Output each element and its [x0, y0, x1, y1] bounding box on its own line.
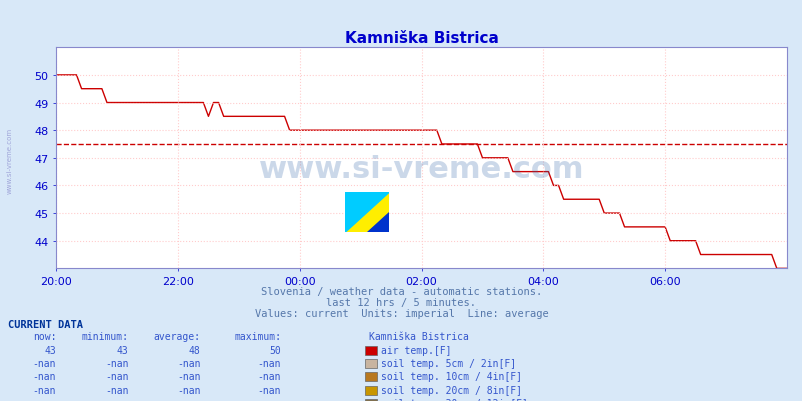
Text: maximum:: maximum:: [233, 331, 281, 341]
Text: -nan: -nan: [257, 371, 281, 381]
Text: -nan: -nan: [177, 398, 200, 401]
Text: www.si-vreme.com: www.si-vreme.com: [6, 128, 13, 193]
Text: -nan: -nan: [33, 358, 56, 368]
Text: minimum:: minimum:: [81, 331, 128, 341]
Text: last 12 hrs / 5 minutes.: last 12 hrs / 5 minutes.: [326, 298, 476, 308]
Polygon shape: [367, 213, 389, 233]
Text: CURRENT DATA: CURRENT DATA: [8, 319, 83, 329]
Text: 43: 43: [116, 345, 128, 355]
Text: -nan: -nan: [177, 371, 200, 381]
Text: -nan: -nan: [105, 371, 128, 381]
Text: -nan: -nan: [105, 358, 128, 368]
Text: -nan: -nan: [105, 385, 128, 395]
Text: 48: 48: [188, 345, 200, 355]
Text: Kamniška Bistrica: Kamniška Bistrica: [369, 331, 468, 341]
Text: Values: current  Units: imperial  Line: average: Values: current Units: imperial Line: av…: [254, 308, 548, 318]
Polygon shape: [345, 192, 389, 233]
Text: -nan: -nan: [33, 371, 56, 381]
Title: Kamniška Bistrica: Kamniška Bistrica: [344, 30, 498, 46]
Text: -nan: -nan: [257, 358, 281, 368]
Text: soil temp. 30cm / 12in[F]: soil temp. 30cm / 12in[F]: [381, 398, 528, 401]
Text: -nan: -nan: [33, 398, 56, 401]
Text: soil temp. 5cm / 2in[F]: soil temp. 5cm / 2in[F]: [381, 358, 516, 368]
Text: now:: now:: [33, 331, 56, 341]
Text: soil temp. 10cm / 4in[F]: soil temp. 10cm / 4in[F]: [381, 371, 522, 381]
Text: -nan: -nan: [257, 398, 281, 401]
Text: -nan: -nan: [177, 385, 200, 395]
Text: -nan: -nan: [33, 385, 56, 395]
Text: -nan: -nan: [105, 398, 128, 401]
Text: Slovenia / weather data - automatic stations.: Slovenia / weather data - automatic stat…: [261, 287, 541, 297]
Text: air temp.[F]: air temp.[F]: [381, 345, 452, 355]
Text: 43: 43: [44, 345, 56, 355]
Polygon shape: [345, 192, 389, 233]
Text: 50: 50: [269, 345, 281, 355]
Text: -nan: -nan: [177, 358, 200, 368]
Text: www.si-vreme.com: www.si-vreme.com: [258, 155, 584, 184]
Text: -nan: -nan: [257, 385, 281, 395]
Text: soil temp. 20cm / 8in[F]: soil temp. 20cm / 8in[F]: [381, 385, 522, 395]
Text: average:: average:: [153, 331, 200, 341]
